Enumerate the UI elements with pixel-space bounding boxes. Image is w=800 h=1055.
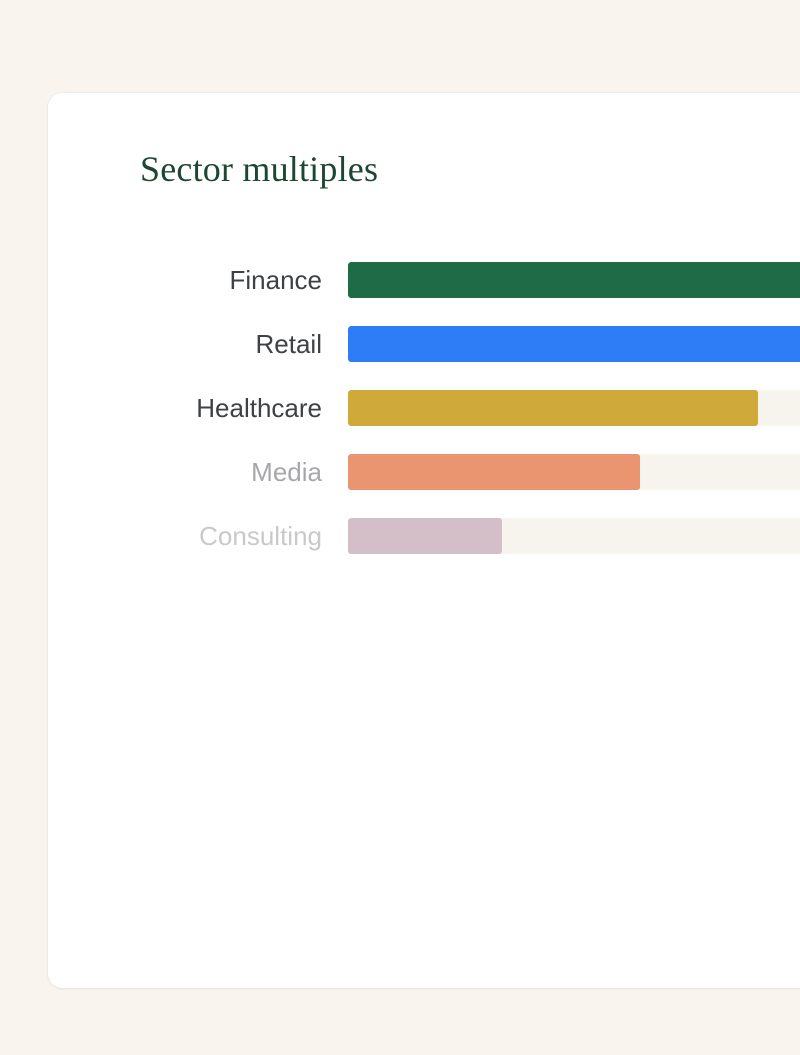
bar [348,454,640,491]
bar-row: Consulting [48,518,800,555]
bar [348,262,800,299]
bar-row: Healthcare [48,390,800,427]
bar-row: Media [48,454,800,491]
bar-track [348,262,800,299]
chart-title: Sector multiples [140,149,379,189]
bar-label: Retail [255,329,322,360]
bar-track [348,518,800,555]
bar [348,326,800,363]
bar-label: Healthcare [196,393,322,424]
bar [348,518,502,555]
bar-track [348,390,800,427]
bar-track [348,326,800,363]
bar [348,390,758,427]
bar-label: Finance [229,265,323,296]
chart-card: Sector multiples Finance Retail Healthca… [48,93,800,988]
bar-label: Media [251,457,322,488]
bar-label: Consulting [199,521,322,552]
bar-row: Finance [48,262,800,299]
bar-chart: Finance Retail Healthcare Media Consulti [48,262,800,555]
bar-row: Retail [48,326,800,363]
bar-track [348,454,800,491]
